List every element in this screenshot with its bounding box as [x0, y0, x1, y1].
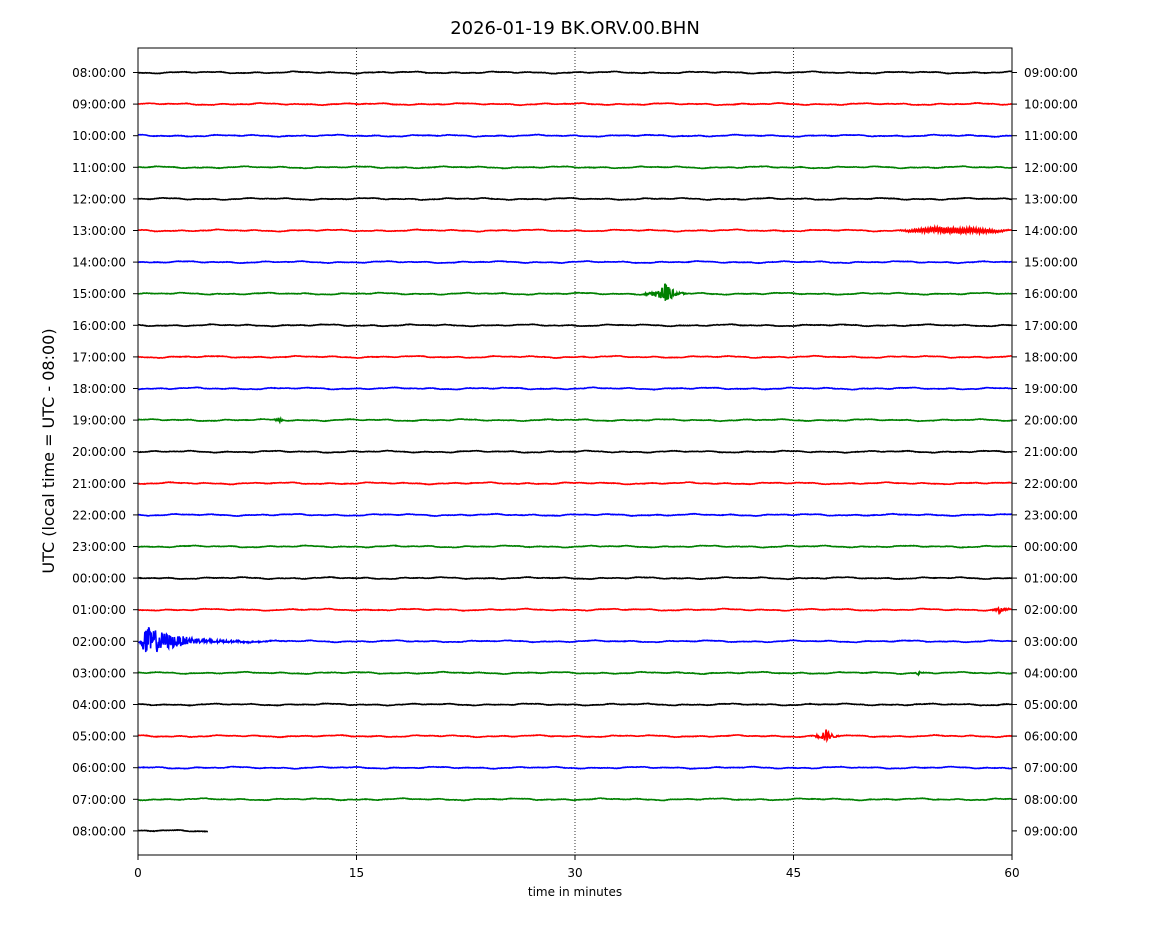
right-hour-label: 18:00:00 [1024, 350, 1078, 364]
trace-5 [137, 224, 1013, 237]
right-hour-label: 11:00:00 [1024, 129, 1078, 143]
left-hour-label: 14:00:00 [72, 256, 126, 270]
left-hour-label: 11:00:00 [72, 161, 126, 175]
left-hour-label: 08:00:00 [72, 66, 126, 80]
right-hour-label: 16:00:00 [1024, 287, 1078, 301]
right-hour-label: 08:00:00 [1024, 793, 1078, 807]
seismogram-traces [137, 70, 1013, 833]
y-axis-label: UTC (local time = UTC - 08:00) [39, 328, 58, 573]
right-hour-label: 20:00:00 [1024, 414, 1078, 428]
trace-12 [137, 449, 1013, 454]
left-hour-label: 04:00:00 [72, 698, 126, 712]
trace-16 [137, 575, 1013, 581]
right-hour-label: 17:00:00 [1024, 319, 1078, 333]
left-hour-label: 01:00:00 [72, 603, 126, 617]
right-hour-label: 12:00:00 [1024, 161, 1078, 175]
left-hour-label: 13:00:00 [72, 224, 126, 238]
right-hour-label: 13:00:00 [1024, 192, 1078, 206]
left-hour-label: 17:00:00 [72, 350, 126, 364]
x-tick-label-45: 45 [786, 866, 801, 880]
x-axis-ticks: 0 15 30 45 60 [134, 855, 1020, 880]
x-tick-label-60: 60 [1004, 866, 1019, 880]
trace-2 [137, 133, 1013, 138]
chart-title: 2026-01-19 BK.ORV.00.BHN [450, 18, 700, 39]
trace-1 [137, 101, 1013, 107]
right-hour-labels: 09:00:00 10:00:00 11:00:00 12:00:00 13:00:00… [1012, 66, 1078, 838]
left-hour-label: 05:00:00 [72, 730, 126, 744]
right-hour-label: 04:00:00 [1024, 666, 1078, 680]
left-hour-label: 08:00:00 [72, 824, 126, 838]
right-hour-label: 14:00:00 [1024, 224, 1078, 238]
x-axis-label: time in minutes [528, 885, 622, 899]
left-hour-label: 10:00:00 [72, 129, 126, 143]
trace-6 [137, 260, 1013, 265]
trace-8 [137, 323, 1013, 328]
right-hour-label: 22:00:00 [1024, 477, 1078, 491]
right-hour-label: 00:00:00 [1024, 540, 1078, 554]
left-hour-labels: 08:00:00 09:00:00 10:00:00 11:00:00 12:00:00… [72, 66, 138, 838]
vertical-grid [356, 48, 794, 855]
left-hour-label: 07:00:00 [72, 793, 126, 807]
right-hour-label: 05:00:00 [1024, 698, 1078, 712]
trace-11 [137, 416, 1013, 425]
right-hour-label: 15:00:00 [1024, 256, 1078, 270]
right-hour-label: 03:00:00 [1024, 635, 1078, 649]
right-hour-label: 10:00:00 [1024, 98, 1078, 112]
trace-3 [137, 165, 1013, 170]
trace-13 [137, 480, 1013, 486]
left-hour-label: 18:00:00 [72, 382, 126, 396]
trace-14 [137, 512, 1013, 518]
right-hour-label: 19:00:00 [1024, 382, 1078, 396]
left-hour-label: 06:00:00 [72, 761, 126, 775]
trace-10 [137, 386, 1013, 391]
left-hour-label: 12:00:00 [72, 192, 126, 206]
trace-22 [137, 765, 1013, 770]
left-hour-label: 00:00:00 [72, 572, 126, 586]
trace-19 [137, 670, 1013, 677]
trace-24 [137, 828, 209, 833]
right-hour-label: 21:00:00 [1024, 445, 1078, 459]
trace-9 [137, 354, 1013, 360]
right-hour-label: 09:00:00 [1024, 824, 1078, 838]
trace-7 [137, 283, 1013, 301]
x-tick-label-15: 15 [349, 866, 364, 880]
right-hour-label: 07:00:00 [1024, 761, 1078, 775]
right-hour-label: 23:00:00 [1024, 508, 1078, 522]
trace-0 [137, 70, 1013, 75]
trace-21 [137, 729, 1013, 744]
trace-18 [138, 626, 1013, 653]
left-hour-label: 22:00:00 [72, 508, 126, 522]
trace-20 [137, 702, 1013, 707]
trace-15 [137, 544, 1013, 549]
right-hour-label: 01:00:00 [1024, 572, 1078, 586]
left-hour-label: 16:00:00 [72, 319, 126, 333]
left-hour-label: 23:00:00 [72, 540, 126, 554]
x-tick-label-30: 30 [567, 866, 582, 880]
left-hour-label: 03:00:00 [72, 666, 126, 680]
right-hour-label: 06:00:00 [1024, 730, 1078, 744]
right-hour-label: 02:00:00 [1024, 603, 1078, 617]
trace-17 [137, 605, 1013, 616]
trace-23 [137, 797, 1013, 802]
left-hour-label: 21:00:00 [72, 477, 126, 491]
left-hour-label: 09:00:00 [72, 98, 126, 112]
left-hour-label: 20:00:00 [72, 445, 126, 459]
left-hour-label: 19:00:00 [72, 414, 126, 428]
left-hour-label: 02:00:00 [72, 635, 126, 649]
x-tick-label-0: 0 [134, 866, 142, 880]
trace-4 [137, 196, 1013, 202]
left-hour-label: 15:00:00 [72, 287, 126, 301]
right-hour-label: 09:00:00 [1024, 66, 1078, 80]
